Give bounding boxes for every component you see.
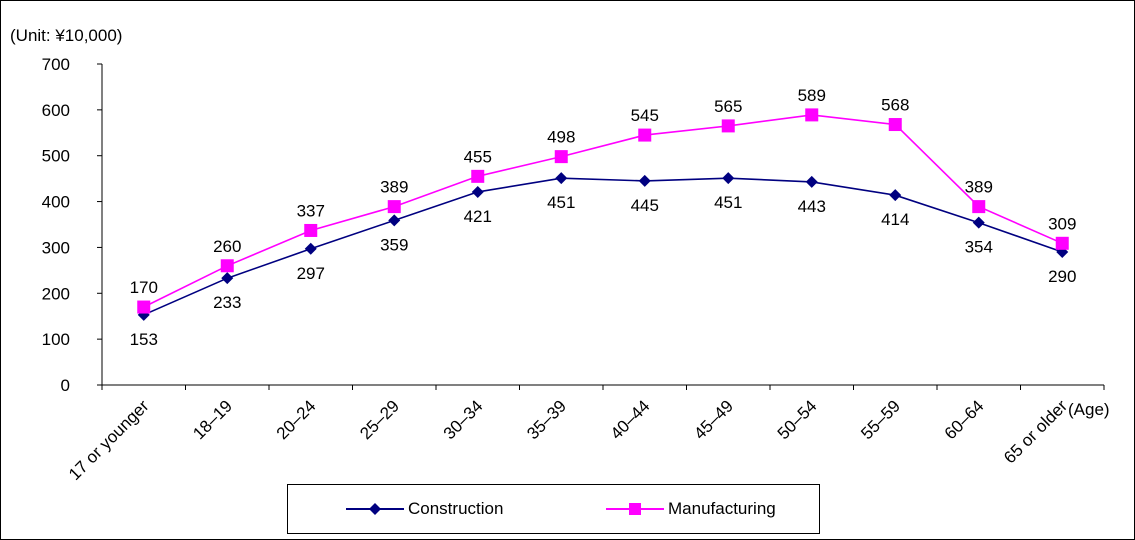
- legend-label-construction: Construction: [408, 499, 504, 518]
- series-lines: [143, 114, 1063, 316]
- legend-swatch-construction: [346, 499, 404, 519]
- series-line-construction: [143, 177, 1063, 316]
- diamond-marker-icon: [369, 503, 381, 515]
- data-point-manufacturing: [972, 200, 986, 214]
- legend-entry-construction: Construction: [346, 485, 503, 533]
- data-label-manufacturing: 455: [464, 147, 492, 166]
- x-tick-label: 50–54: [774, 396, 821, 443]
- y-tick-label: 100: [42, 330, 70, 349]
- y-tick-label: 400: [42, 193, 70, 212]
- x-tick-label: 55–59: [857, 396, 904, 443]
- data-label-manufacturing: 260: [213, 237, 241, 256]
- x-tick-label: 65 or older: [1000, 396, 1071, 467]
- series-markers: [137, 108, 1069, 321]
- x-tick-label: 30–34: [440, 396, 487, 443]
- legend-entry-manufacturing: Manufacturing: [606, 485, 776, 533]
- data-point-construction: [221, 272, 234, 285]
- data-label-manufacturing: 498: [547, 128, 575, 147]
- data-point-manufacturing: [638, 128, 652, 142]
- x-tick-label: 45–49: [690, 396, 737, 443]
- data-label-construction: 359: [380, 235, 408, 254]
- data-label-manufacturing: 389: [965, 178, 993, 197]
- x-tick-label: 17 or younger: [65, 396, 153, 484]
- x-tick-label: 60–64: [941, 396, 988, 443]
- x-tick-label: 40–44: [607, 396, 654, 443]
- data-label-construction: 297: [297, 264, 325, 283]
- data-label-manufacturing: 309: [1048, 214, 1076, 233]
- data-point-construction: [722, 172, 735, 185]
- data-label-manufacturing: 170: [130, 278, 158, 297]
- legend-label-manufacturing: Manufacturing: [668, 499, 776, 518]
- y-tick-label: 700: [42, 55, 70, 74]
- data-point-construction: [805, 175, 818, 188]
- data-label-manufacturing: 589: [798, 86, 826, 105]
- data-label-construction: 451: [714, 193, 742, 212]
- data-point-construction: [555, 172, 568, 185]
- series-line-manufacturing: [143, 114, 1063, 308]
- data-point-manufacturing: [805, 108, 819, 122]
- x-axis-label: (Age): [1068, 400, 1110, 419]
- data-point-construction: [638, 174, 651, 187]
- data-point-manufacturing: [220, 259, 234, 273]
- data-point-manufacturing: [471, 169, 485, 183]
- data-label-manufacturing: 568: [881, 96, 909, 115]
- axes: 0 100 200 300 400 500 600 700 17 or younger 18–19…: [42, 55, 1105, 484]
- legend-swatch-manufacturing: [606, 499, 664, 519]
- data-label-construction: 451: [547, 193, 575, 212]
- y-tick-label: 500: [42, 147, 70, 166]
- data-point-construction: [889, 189, 902, 202]
- data-label-construction: 354: [965, 238, 993, 257]
- data-point-construction: [304, 242, 317, 255]
- square-marker-icon: [629, 503, 641, 515]
- legend: Construction Manufacturing: [287, 484, 820, 534]
- data-point-manufacturing: [137, 300, 151, 314]
- data-label-manufacturing: 565: [714, 97, 742, 116]
- data-point-construction: [972, 216, 985, 229]
- x-tick-label: 18–19: [189, 396, 236, 443]
- data-label-manufacturing: 389: [380, 178, 408, 197]
- data-label-construction: 233: [213, 293, 241, 312]
- x-tick-label: 20–24: [273, 396, 320, 443]
- x-tick-label: 35–39: [523, 396, 570, 443]
- data-label-construction: 421: [464, 207, 492, 226]
- data-label-manufacturing: 545: [631, 106, 659, 125]
- data-point-manufacturing: [1055, 236, 1069, 250]
- data-label-construction: 290: [1048, 267, 1076, 286]
- unit-label: (Unit: ¥10,000): [10, 26, 122, 45]
- data-label-construction: 445: [631, 196, 659, 215]
- x-tick-label: 25–29: [356, 396, 403, 443]
- data-point-manufacturing: [304, 223, 318, 237]
- data-point-manufacturing: [721, 119, 735, 133]
- data-label-construction: 153: [130, 330, 158, 349]
- data-label-construction: 414: [881, 210, 909, 229]
- y-tick-label: 300: [42, 238, 70, 257]
- y-tick-label: 200: [42, 284, 70, 303]
- y-tick-label: 0: [61, 376, 70, 395]
- data-point-construction: [471, 185, 484, 198]
- data-labels: 153 233 297 359 421 451 445 451 443 414 354 290 170 2…: [130, 86, 1077, 349]
- data-point-construction: [388, 214, 401, 227]
- data-label-manufacturing: 337: [297, 201, 325, 220]
- data-point-manufacturing: [554, 150, 568, 164]
- data-label-construction: 443: [798, 197, 826, 216]
- data-point-manufacturing: [387, 200, 401, 214]
- y-tick-label: 600: [42, 101, 70, 120]
- data-point-manufacturing: [888, 118, 902, 132]
